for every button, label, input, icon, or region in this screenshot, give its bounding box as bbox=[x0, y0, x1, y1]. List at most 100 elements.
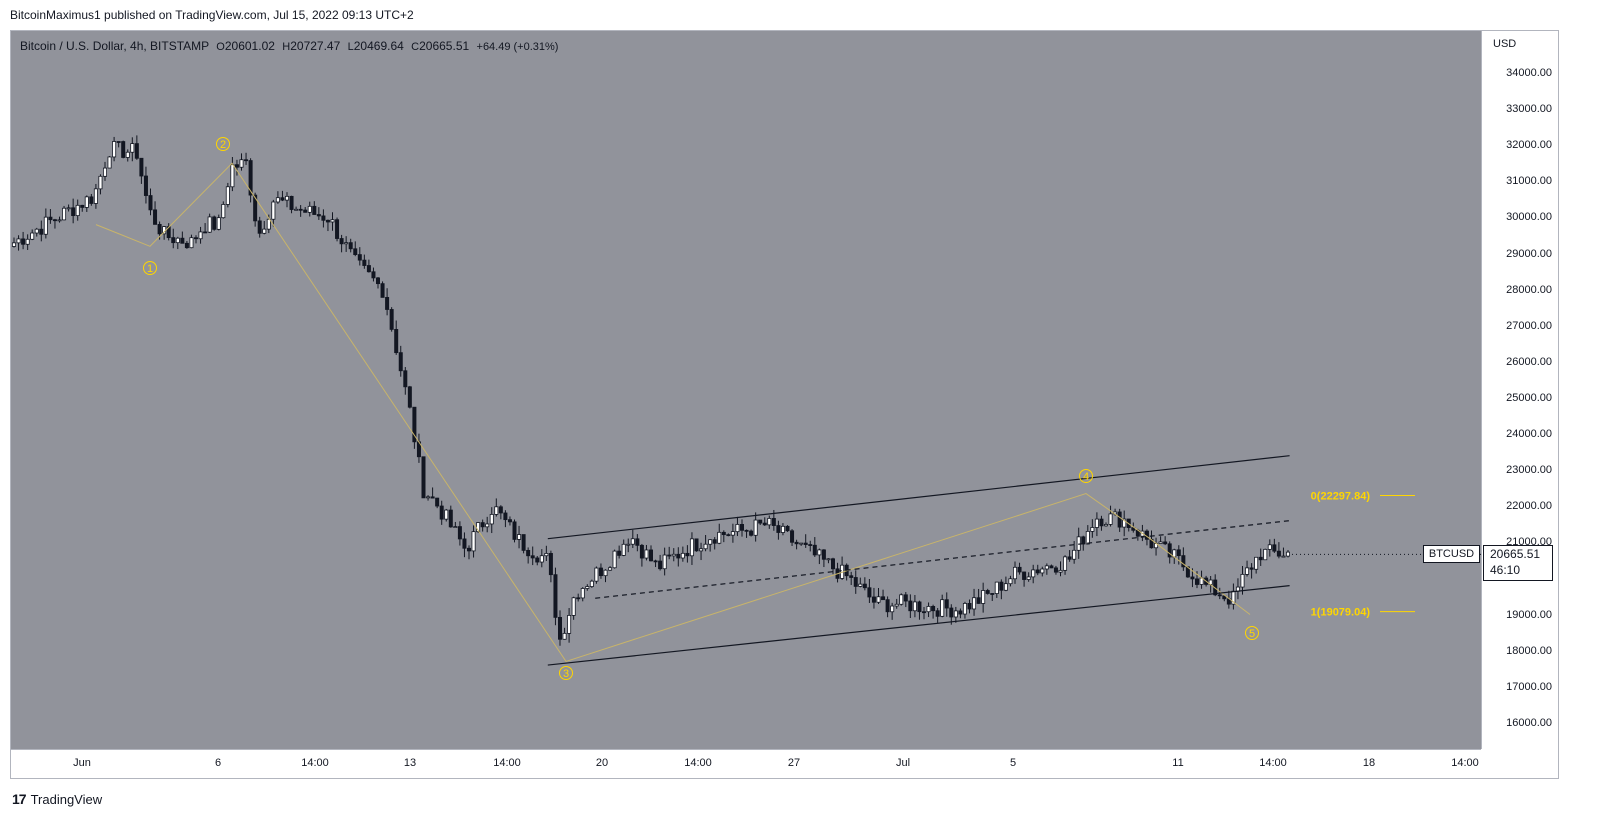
high-label: H bbox=[282, 41, 291, 53]
time-tick-label: 14:00 bbox=[301, 757, 329, 769]
candle-body bbox=[1222, 595, 1227, 600]
candle-body bbox=[471, 531, 476, 552]
candle-body bbox=[917, 601, 922, 613]
candle-body bbox=[1122, 518, 1127, 528]
bar-countdown: 46:10 bbox=[1490, 563, 1521, 577]
price-axis[interactable] bbox=[1481, 31, 1558, 749]
price-tick-label: 18000.00 bbox=[1506, 644, 1552, 657]
price-tick-label: 27000.00 bbox=[1506, 319, 1552, 332]
chart-plot-area[interactable] bbox=[11, 31, 1481, 749]
candle-body bbox=[935, 610, 940, 617]
candle-body bbox=[462, 538, 467, 549]
candle-body bbox=[762, 522, 767, 526]
candle-body bbox=[284, 195, 289, 201]
candle-body bbox=[234, 164, 239, 168]
candle-body bbox=[11, 242, 16, 247]
candle-body bbox=[134, 143, 139, 159]
candle-body bbox=[294, 208, 299, 211]
candle-body bbox=[799, 542, 804, 545]
candle-body bbox=[66, 207, 71, 210]
candle-body bbox=[671, 553, 676, 557]
candle-body bbox=[726, 534, 731, 537]
candle-body bbox=[717, 531, 722, 544]
candle-body bbox=[1195, 578, 1200, 585]
candle-body bbox=[180, 237, 185, 244]
change-value: +64.49 (+0.31%) bbox=[476, 41, 559, 53]
candle-body bbox=[485, 523, 490, 528]
candle-body bbox=[580, 588, 585, 599]
candle-body bbox=[862, 583, 867, 589]
footer-brand[interactable]: 17 TradingView bbox=[12, 791, 102, 807]
candle-body bbox=[940, 599, 945, 617]
candle-body bbox=[1053, 567, 1058, 573]
price-tick-label: 33000.00 bbox=[1506, 103, 1552, 116]
wave-label-5: 5 bbox=[1249, 628, 1255, 640]
candle-body bbox=[1167, 543, 1172, 558]
candle-body bbox=[885, 599, 890, 613]
time-tick-label: 6 bbox=[214, 757, 222, 769]
candle-body bbox=[303, 209, 308, 213]
candle-body bbox=[157, 223, 162, 235]
candle-body bbox=[1190, 576, 1195, 580]
candle-body bbox=[348, 242, 353, 250]
candle-body bbox=[198, 231, 203, 240]
candle-body bbox=[981, 590, 986, 604]
candle-body bbox=[785, 525, 790, 532]
candle-body bbox=[435, 497, 440, 507]
candle-body bbox=[80, 204, 85, 208]
candle-body bbox=[375, 277, 380, 285]
candle-body bbox=[931, 606, 936, 612]
candle-body bbox=[148, 195, 153, 211]
time-axis[interactable] bbox=[11, 749, 1481, 778]
candle-body bbox=[730, 531, 735, 536]
candle-body bbox=[1067, 556, 1072, 560]
candle-body bbox=[103, 167, 108, 177]
candle-body bbox=[1031, 569, 1036, 578]
symbol-title: Bitcoin / U.S. Dollar, 4h, BITSTAMP bbox=[20, 39, 209, 53]
candle-body bbox=[1108, 513, 1113, 525]
candle-body bbox=[990, 593, 995, 595]
candle-body bbox=[421, 456, 426, 499]
candle-body bbox=[685, 552, 690, 557]
candle-body bbox=[89, 196, 94, 204]
candle-body bbox=[517, 534, 522, 540]
candle-body bbox=[503, 512, 508, 521]
candle-body bbox=[121, 141, 126, 158]
candle-body bbox=[444, 509, 449, 520]
candle-body bbox=[767, 518, 772, 526]
candle-body bbox=[1163, 541, 1168, 545]
candle-body bbox=[662, 554, 667, 570]
candle-body bbox=[1217, 594, 1222, 597]
wave-label-2: 2 bbox=[220, 139, 226, 151]
candle-body bbox=[972, 597, 977, 610]
candle-body bbox=[858, 583, 863, 587]
candle-body bbox=[598, 567, 603, 577]
price-tick-label: 16000.00 bbox=[1506, 716, 1552, 729]
candle-body bbox=[366, 265, 371, 273]
candle-body bbox=[280, 197, 285, 201]
price-tick-label: 26000.00 bbox=[1506, 355, 1552, 368]
candle-body bbox=[357, 254, 362, 261]
candle-body bbox=[189, 237, 194, 249]
candle-body bbox=[958, 610, 963, 615]
close-value: 20665.51 bbox=[419, 39, 470, 53]
candle-body bbox=[949, 607, 954, 618]
candle-body bbox=[430, 496, 435, 499]
brand-name: TradingView bbox=[30, 791, 103, 807]
candle-body bbox=[908, 600, 913, 612]
wave-label-circle bbox=[1245, 626, 1259, 640]
candle-body bbox=[1008, 578, 1013, 585]
wave-label-circle bbox=[1079, 469, 1093, 483]
candle-body bbox=[1085, 530, 1090, 545]
candle-body bbox=[398, 352, 403, 372]
candle-body bbox=[335, 219, 340, 239]
candle-body bbox=[116, 141, 121, 143]
last-price-tag: 20665.51 46:10 bbox=[1483, 545, 1553, 581]
candle-body bbox=[694, 538, 699, 552]
candle-body bbox=[244, 159, 249, 162]
candle-body bbox=[740, 524, 745, 531]
candle-body bbox=[749, 530, 754, 536]
candle-body bbox=[275, 197, 280, 203]
candle-body bbox=[703, 543, 708, 550]
candle-body bbox=[403, 370, 408, 388]
